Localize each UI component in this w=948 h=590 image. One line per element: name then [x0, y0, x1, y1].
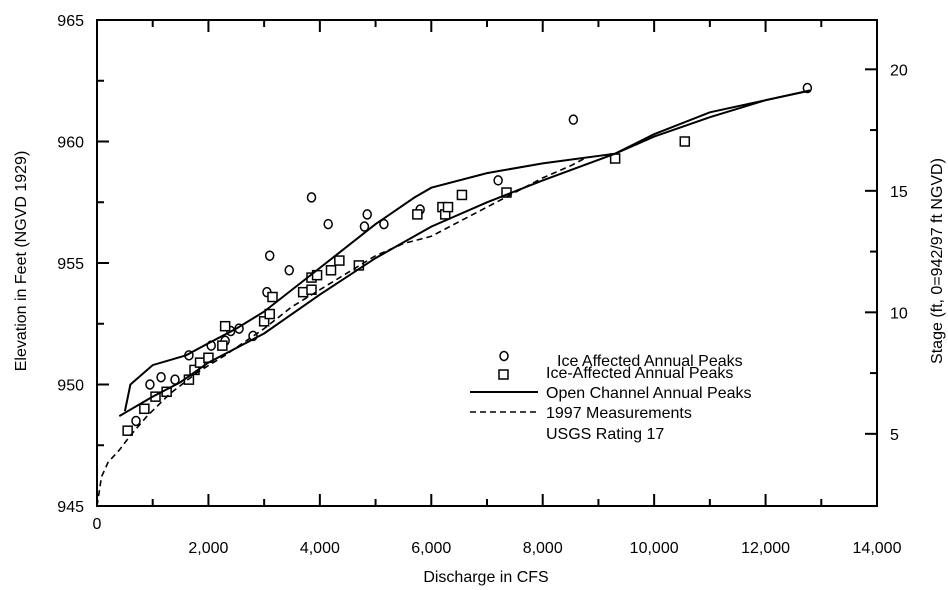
- data-point-circle: [264, 250, 275, 261]
- x-tick-label: 12,000: [741, 540, 790, 557]
- y-tick-label: 960: [57, 135, 84, 152]
- legend-label: Ice-Affected Annual Peaks: [546, 365, 733, 382]
- data-point-square: [139, 403, 150, 415]
- data-point-square: [122, 425, 133, 436]
- x-tick-label: 10,000: [630, 540, 679, 557]
- y2-tick-label: 15: [890, 184, 908, 201]
- y2-tick-label: 20: [890, 62, 908, 79]
- data-point-square: [334, 255, 345, 266]
- x-tick-label: 14,000: [853, 540, 902, 557]
- y2-tick-label: 5: [890, 427, 899, 444]
- x-tick-label: 6,000: [411, 540, 451, 557]
- data-point-circle: [568, 114, 579, 125]
- data-point-square: [217, 340, 228, 351]
- y-tick-label: 955: [57, 256, 84, 273]
- data-point-circle: [284, 265, 294, 276]
- x-tick-label: 0: [93, 516, 102, 533]
- y2-tick-label: 10: [890, 305, 908, 322]
- data-point-square: [412, 209, 423, 220]
- secondary-y-axis-title: Stage (ft, 0=942/97 ft NGVD): [929, 158, 946, 364]
- data-point-circle: [145, 379, 155, 390]
- data-point-square: [679, 136, 691, 147]
- y-axis-title: Elevation in Feet (NGVD 1929): [13, 151, 30, 372]
- data-point-circle: [493, 175, 503, 186]
- data-point-square: [267, 291, 278, 303]
- legend-marker-square: [498, 369, 509, 380]
- data-point-circle: [306, 192, 317, 203]
- data-point-circle: [379, 218, 389, 230]
- data-point-square: [219, 320, 231, 332]
- plot-area: [96, 82, 813, 507]
- y-tick-label: 950: [57, 378, 84, 395]
- data-point-circle: [359, 221, 370, 232]
- data-point-square: [442, 201, 454, 213]
- data-point-square: [325, 265, 337, 276]
- y-tick-label: 945: [57, 499, 84, 516]
- legend-label: 1997 Measurements: [546, 405, 692, 422]
- series-line-2: [123, 89, 811, 412]
- x-tick-label: 2,000: [188, 540, 228, 557]
- data-point-square: [456, 189, 468, 201]
- legend-label: Open Channel Annual Peaks: [546, 385, 751, 402]
- x-axis-title: Discharge in CFS: [423, 569, 548, 586]
- data-point-circle: [362, 209, 372, 220]
- data-point-square: [264, 308, 275, 320]
- y-tick-label: 965: [57, 13, 84, 30]
- legend-label: Ice Affected Annual Peaks: [557, 353, 743, 370]
- axes: 0 2,000 4,000 6,000 8,000 10,000 12,000 14,000 9…: [57, 13, 908, 557]
- data-point-circle: [323, 218, 333, 230]
- legend-label: USGS Rating 17: [546, 426, 664, 443]
- series-line-3: [118, 89, 811, 417]
- series-line-4: [96, 157, 585, 507]
- data-point-circle: [156, 371, 166, 383]
- legend-marker-circle: [499, 350, 509, 362]
- x-tick-label: 8,000: [523, 540, 563, 557]
- plot-frame: [96, 19, 878, 507]
- data-point-square: [258, 316, 270, 327]
- data-point-circle: [131, 415, 141, 427]
- x-tick-label: 4,000: [300, 540, 340, 557]
